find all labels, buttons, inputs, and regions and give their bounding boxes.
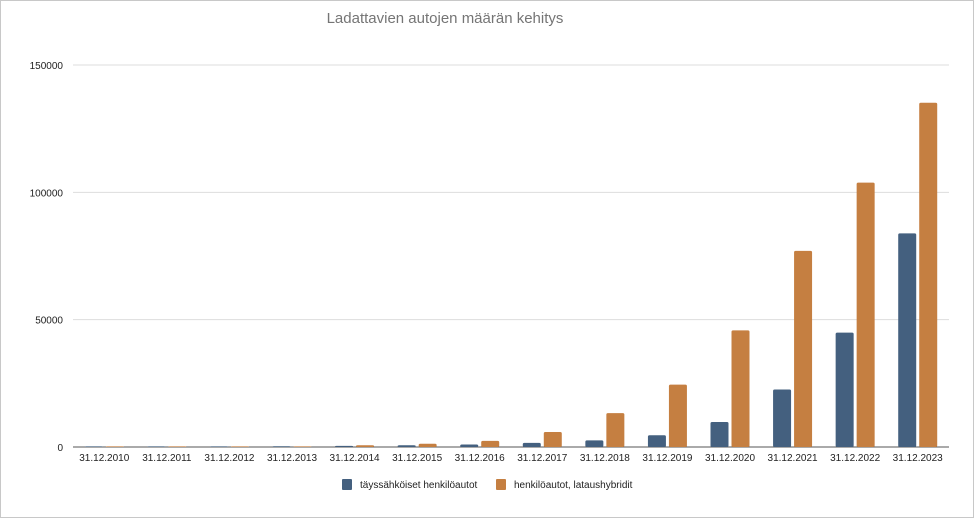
bar-phev <box>731 330 750 447</box>
y-axis-ticks: 0 50000 100000 150000 <box>30 61 64 454</box>
bar-bev <box>898 233 917 447</box>
y-tick-label: 50000 <box>35 316 63 327</box>
x-tick-label: 31.12.2017 <box>517 453 567 464</box>
bar-bev <box>773 389 792 447</box>
bar-phev <box>293 446 312 447</box>
bar-bev <box>335 445 354 447</box>
x-tick-label: 31.12.2020 <box>705 453 755 464</box>
y-tick-label: 100000 <box>30 188 64 199</box>
x-tick-label: 31.12.2012 <box>204 453 254 464</box>
bar-bev <box>397 445 416 447</box>
legend-label: henkilöautot, lataushybridit <box>514 480 633 491</box>
legend-label: täyssähköiset henkilöautot <box>360 480 478 491</box>
bar-bev <box>522 442 541 447</box>
bar-bev <box>835 332 854 447</box>
y-tick-label: 0 <box>57 443 63 454</box>
bar-phev <box>919 102 938 447</box>
bar-bev <box>84 446 103 447</box>
legend-swatch <box>496 479 506 490</box>
bar-bev <box>460 444 479 447</box>
x-tick-label: 31.12.2010 <box>79 453 129 464</box>
bar-phev <box>356 445 375 447</box>
bar-bev <box>272 446 291 447</box>
bar-bev <box>209 446 228 447</box>
x-tick-label: 31.12.2015 <box>392 453 442 464</box>
gridlines <box>73 64 949 448</box>
bar-phev <box>668 384 687 447</box>
bar-phev <box>606 413 625 447</box>
bar-bev <box>710 422 729 447</box>
y-tick-label: 150000 <box>30 61 64 72</box>
x-tick-label: 31.12.2016 <box>455 453 505 464</box>
bar-bev <box>585 440 604 447</box>
x-tick-label: 31.12.2018 <box>580 453 630 464</box>
bars <box>84 102 938 447</box>
x-axis-ticks: 31.12.2010 31.12.2011 31.12.2012 31.12.2013… <box>79 453 943 464</box>
legend-swatch <box>342 479 352 490</box>
x-tick-label: 31.12.2023 <box>893 453 943 464</box>
x-tick-label: 31.12.2022 <box>830 453 880 464</box>
chart-title: Ladattavien autojen määrän kehitys <box>327 10 564 27</box>
bar-phev <box>105 446 124 447</box>
bar-phev <box>230 446 249 447</box>
x-tick-label: 31.12.2019 <box>642 453 692 464</box>
bar-bev <box>647 435 666 447</box>
bar-phev <box>856 182 875 447</box>
legend: täyssähköiset henkilöautot henkilöautot, … <box>342 479 633 491</box>
bar-phev <box>168 446 187 447</box>
bar-phev <box>794 250 813 447</box>
bar-phev <box>418 443 437 447</box>
x-tick-label: 31.12.2014 <box>330 453 380 464</box>
bar-bev <box>147 446 166 447</box>
x-tick-label: 31.12.2021 <box>768 453 818 464</box>
bar-phev <box>481 440 500 447</box>
x-tick-label: 31.12.2013 <box>267 453 317 464</box>
bar-phev <box>543 431 562 447</box>
x-tick-label: 31.12.2011 <box>142 453 192 464</box>
